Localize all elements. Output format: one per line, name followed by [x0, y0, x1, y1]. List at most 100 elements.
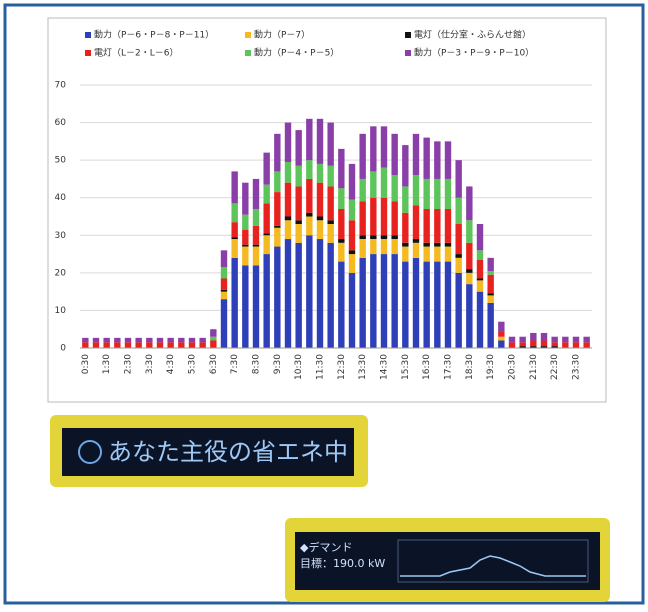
x-tick-label: 0:30: [81, 354, 91, 374]
bar-segment: [220, 289, 228, 292]
bar-segment: [156, 342, 164, 348]
bar-segment: [82, 337, 89, 343]
bar-segment: [263, 235, 270, 255]
bar-segment: [338, 208, 345, 240]
bar-segment: [210, 329, 217, 337]
bar-segment: [519, 346, 526, 348]
bar-segment: [423, 261, 430, 348]
bar-segment: [242, 229, 249, 245]
display-text: あなた主役の省エネ中: [108, 438, 348, 466]
y-tick-label: 0: [60, 344, 66, 354]
legend-label: 動力（P－3・P－9・P－10）: [414, 47, 534, 59]
bar-segment: [359, 178, 366, 202]
bar-segment: [530, 346, 537, 348]
bar-segment: [412, 239, 420, 243]
bar-segment: [444, 246, 452, 262]
bar-segment: [466, 272, 473, 285]
bar-segment: [466, 220, 473, 243]
bar-segment: [380, 235, 388, 240]
x-tick-label: 7:30: [230, 354, 240, 374]
bar-segment: [455, 160, 462, 198]
bar-segment: [487, 293, 494, 296]
bar-segment: [327, 220, 334, 225]
bar-segment: [498, 336, 505, 341]
legend-label: 動力（P－4・P－5）: [254, 47, 339, 59]
bar-segment: [199, 342, 206, 348]
bar-segment: [103, 337, 110, 343]
x-tick-label: 17:30: [444, 354, 454, 380]
bar-segment: [188, 342, 196, 348]
x-tick-label: 2:30: [124, 354, 134, 374]
x-tick-label: 12:30: [337, 354, 347, 380]
bar-segment: [327, 165, 334, 187]
x-tick-label: 16:30: [422, 354, 432, 380]
bar-segment: [370, 235, 377, 240]
bar-segment: [306, 178, 313, 213]
bar-segment: [263, 203, 270, 234]
bar-segment: [242, 244, 249, 247]
bar-segment: [423, 178, 430, 209]
bar-segment: [295, 242, 302, 348]
legend-swatch: [245, 50, 251, 56]
bar-segment: [380, 254, 388, 348]
x-tick-label: 19:30: [486, 354, 496, 380]
legend-label: 電灯（仕分室・ふらんせ館）: [414, 29, 531, 41]
y-tick-label: 10: [55, 306, 67, 316]
bar-segment: [306, 160, 313, 179]
x-tick-label: 15:30: [401, 354, 411, 380]
bar-segment: [263, 254, 270, 348]
bar-segment: [252, 225, 260, 245]
display-text: ◆デマンド: [300, 540, 352, 554]
bar-segment: [370, 171, 377, 198]
bar-segment: [391, 175, 398, 202]
bar-segment: [498, 340, 505, 348]
bar-segment: [295, 130, 302, 166]
bar-segment: [466, 186, 473, 221]
bar-segment: [231, 257, 238, 348]
legend-swatch: [85, 50, 91, 56]
bar-segment: [220, 250, 228, 268]
bar-segment: [380, 126, 388, 168]
bar-segment: [391, 133, 398, 176]
x-tick-label: 21:30: [529, 354, 539, 380]
bar-segment: [402, 145, 409, 187]
bar-segment: [402, 186, 409, 213]
x-tick-label: 22:30: [550, 354, 560, 380]
bar-segment: [476, 280, 484, 292]
legend-swatch: [405, 32, 411, 38]
bar-segment: [114, 342, 121, 348]
bar-segment: [284, 216, 292, 221]
bar-segment: [220, 278, 228, 290]
bar-segment: [572, 342, 580, 348]
bar-segment: [370, 254, 377, 348]
bar-segment: [434, 242, 441, 247]
bar-segment: [316, 118, 324, 164]
bar-segment: [306, 118, 313, 161]
x-tick-label: 23:30: [572, 354, 582, 380]
bar-segment: [519, 342, 526, 347]
bar-segment: [167, 337, 174, 343]
bar-segment: [252, 244, 260, 247]
bar-segment: [92, 342, 100, 348]
bar-segment: [412, 205, 420, 240]
bar-segment: [188, 337, 196, 343]
bar-segment: [316, 239, 324, 348]
legend-swatch: [245, 32, 251, 38]
bar-segment: [434, 246, 441, 262]
bar-segment: [327, 242, 334, 348]
bar-segment: [124, 337, 132, 343]
bar-segment: [476, 250, 484, 260]
bar-segment: [455, 257, 462, 273]
bar-segment: [306, 212, 313, 217]
bar-segment: [338, 148, 345, 189]
x-tick-label: 6:30: [209, 354, 219, 374]
y-tick-label: 20: [55, 268, 67, 278]
bar-segment: [274, 246, 281, 348]
bar-segment: [519, 336, 526, 343]
bar-segment: [466, 284, 473, 348]
bar-segment: [284, 162, 292, 183]
x-tick-label: 1:30: [102, 354, 112, 374]
y-tick-label: 30: [55, 231, 67, 241]
bar-segment: [274, 227, 281, 247]
